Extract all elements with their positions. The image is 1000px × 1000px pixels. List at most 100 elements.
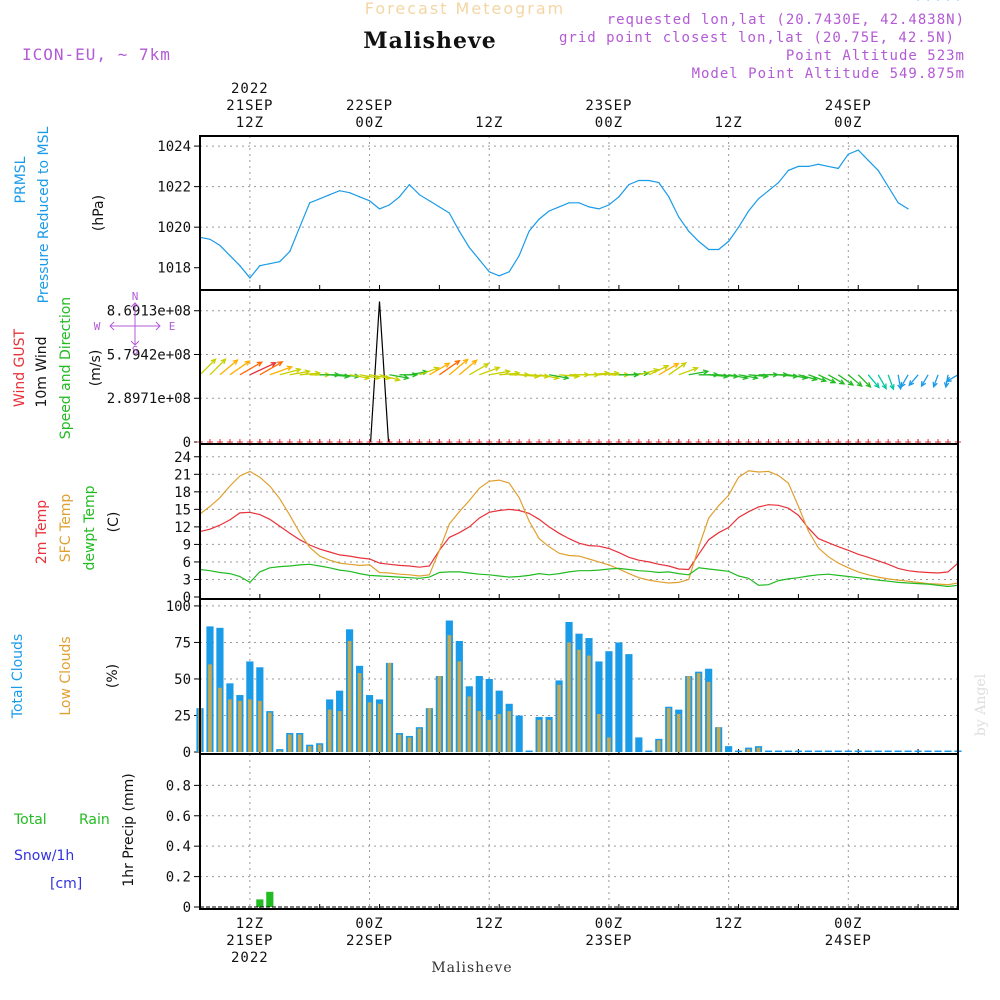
prmsl-point <box>438 206 440 208</box>
wind-arrow-shaft <box>808 374 826 382</box>
wind-arrow-shaft <box>448 358 469 376</box>
compass-arrows <box>109 302 161 346</box>
wind-arrow-head <box>295 367 302 374</box>
ytick-label: 1024 <box>157 139 191 155</box>
low-cloud-bar <box>696 673 701 752</box>
total-cloud-bar <box>485 678 493 752</box>
ytick-label: 21 <box>174 467 191 483</box>
prmsl-point <box>209 238 211 240</box>
prmsl-point <box>648 179 650 182</box>
wind-arrow-head <box>334 372 341 378</box>
wind-arrow-head <box>920 381 927 388</box>
precip-panel: 0 0.2 0.4 0.6 0.8 <box>166 753 959 916</box>
wind-arrow <box>678 366 700 376</box>
wind-arrow-head <box>286 365 294 371</box>
footer-location: Malisheve <box>431 960 512 976</box>
total-cloud-bar <box>874 750 882 752</box>
low-cloud-bar <box>337 711 342 752</box>
low-cloud-bar <box>457 661 462 752</box>
bottom-time-label: 00Z <box>355 916 383 932</box>
ytick-label: 3 <box>183 572 191 588</box>
wind-arrow-head <box>673 362 680 368</box>
wind-arrow <box>379 374 401 382</box>
prmsl-point <box>588 206 590 208</box>
prmsl-point <box>857 149 859 151</box>
low-cloud-bar <box>317 744 322 752</box>
low-cloud-bar <box>377 703 382 752</box>
precip-label-rain: Rain <box>79 812 110 828</box>
clouds-panel: 0 25 50 75 100 <box>166 598 962 761</box>
bottom-time-label: 12Z <box>714 916 742 932</box>
prmsl-point <box>299 226 301 228</box>
bottom-time-label: 00Z <box>834 916 862 932</box>
wind-arrow-head <box>847 380 855 386</box>
precip-unit: 1hr Precip (mm) <box>121 773 137 886</box>
ytick-label: 8.6913e+08 <box>107 304 191 320</box>
wind-arrow-shaft <box>887 374 895 390</box>
ytick-label: 0.2 <box>166 870 191 886</box>
total-cloud-bar <box>645 750 653 752</box>
prmsl-point <box>468 246 470 249</box>
wind-arrow-head <box>856 381 863 388</box>
low-cloud-bar <box>248 699 252 752</box>
low-cloud-bar <box>557 684 561 752</box>
ytick-label: 12 <box>174 520 191 536</box>
wind-arrow-shaft <box>219 359 238 376</box>
total-cloud-bar <box>934 750 942 752</box>
prmsl-point <box>378 208 381 210</box>
wind-arrow <box>908 374 919 387</box>
bottom-time-label: 22SEP <box>346 933 393 949</box>
precip-label-cm: [cm] <box>50 876 82 892</box>
low-cloud-bar <box>307 746 312 752</box>
wind-arrow <box>229 360 251 376</box>
bottom-time-label: 2022 <box>231 950 269 966</box>
prmsl-point <box>747 210 750 212</box>
wind-arrow-head <box>563 374 570 381</box>
low-cloud-bar <box>347 640 352 752</box>
wind-arrow <box>668 362 687 376</box>
ytick-label: 9 <box>183 537 191 553</box>
compass-rose: N W E S <box>94 290 176 357</box>
bottom-time-label: 12Z <box>236 916 264 932</box>
wind-arrow-shaft <box>900 374 909 388</box>
ytick-label: 1018 <box>157 261 191 277</box>
prmsl-point <box>957 0 959 1</box>
prmsl-point <box>867 159 869 161</box>
wind-unit: (m/s) <box>88 350 104 387</box>
prmsl-point <box>837 167 839 169</box>
wind-arrow-shaft <box>229 360 250 376</box>
wind-arrow-head <box>752 374 759 381</box>
faint-title: Forecast Meteogram <box>365 0 565 18</box>
low-cloud-bar <box>607 737 611 752</box>
wind-arrow-shaft <box>818 374 836 384</box>
wind-arrow-shaft <box>920 374 929 387</box>
model-point-altitude: Model Point Altitude 549.875m <box>692 66 965 82</box>
wind-arrow <box>738 374 759 381</box>
ytick-label: 5.7942e+08 <box>107 347 191 363</box>
temp-line-t2m <box>199 504 959 574</box>
wind-arrow-shaft <box>479 366 500 376</box>
wind-arrow-head <box>830 378 837 384</box>
wind-arrow-head <box>471 359 478 366</box>
prmsl-point <box>259 265 261 267</box>
prmsl-point <box>638 179 640 182</box>
wind-arrow <box>548 374 570 381</box>
prmsl-point <box>458 230 460 232</box>
prmsl-point <box>448 212 450 214</box>
top-time-label: 00Z <box>595 115 623 131</box>
wind-arrow-shaft <box>289 370 310 376</box>
prmsl-point <box>428 200 430 202</box>
prmsl-point <box>688 230 690 232</box>
wind-arrow <box>932 374 939 389</box>
wind-arrow-head <box>713 372 720 378</box>
low-cloud-bar <box>756 747 761 752</box>
wind-arrow-head <box>403 374 410 381</box>
wind-arrow <box>658 362 680 376</box>
wind-arrow-shaft <box>728 374 748 379</box>
ytick-label: 0.4 <box>166 839 191 855</box>
clouds-labels: Total Clouds Low Clouds (%) <box>10 634 121 719</box>
top-time-label: 12Z <box>236 115 264 131</box>
wind-arrow-head <box>881 383 887 390</box>
